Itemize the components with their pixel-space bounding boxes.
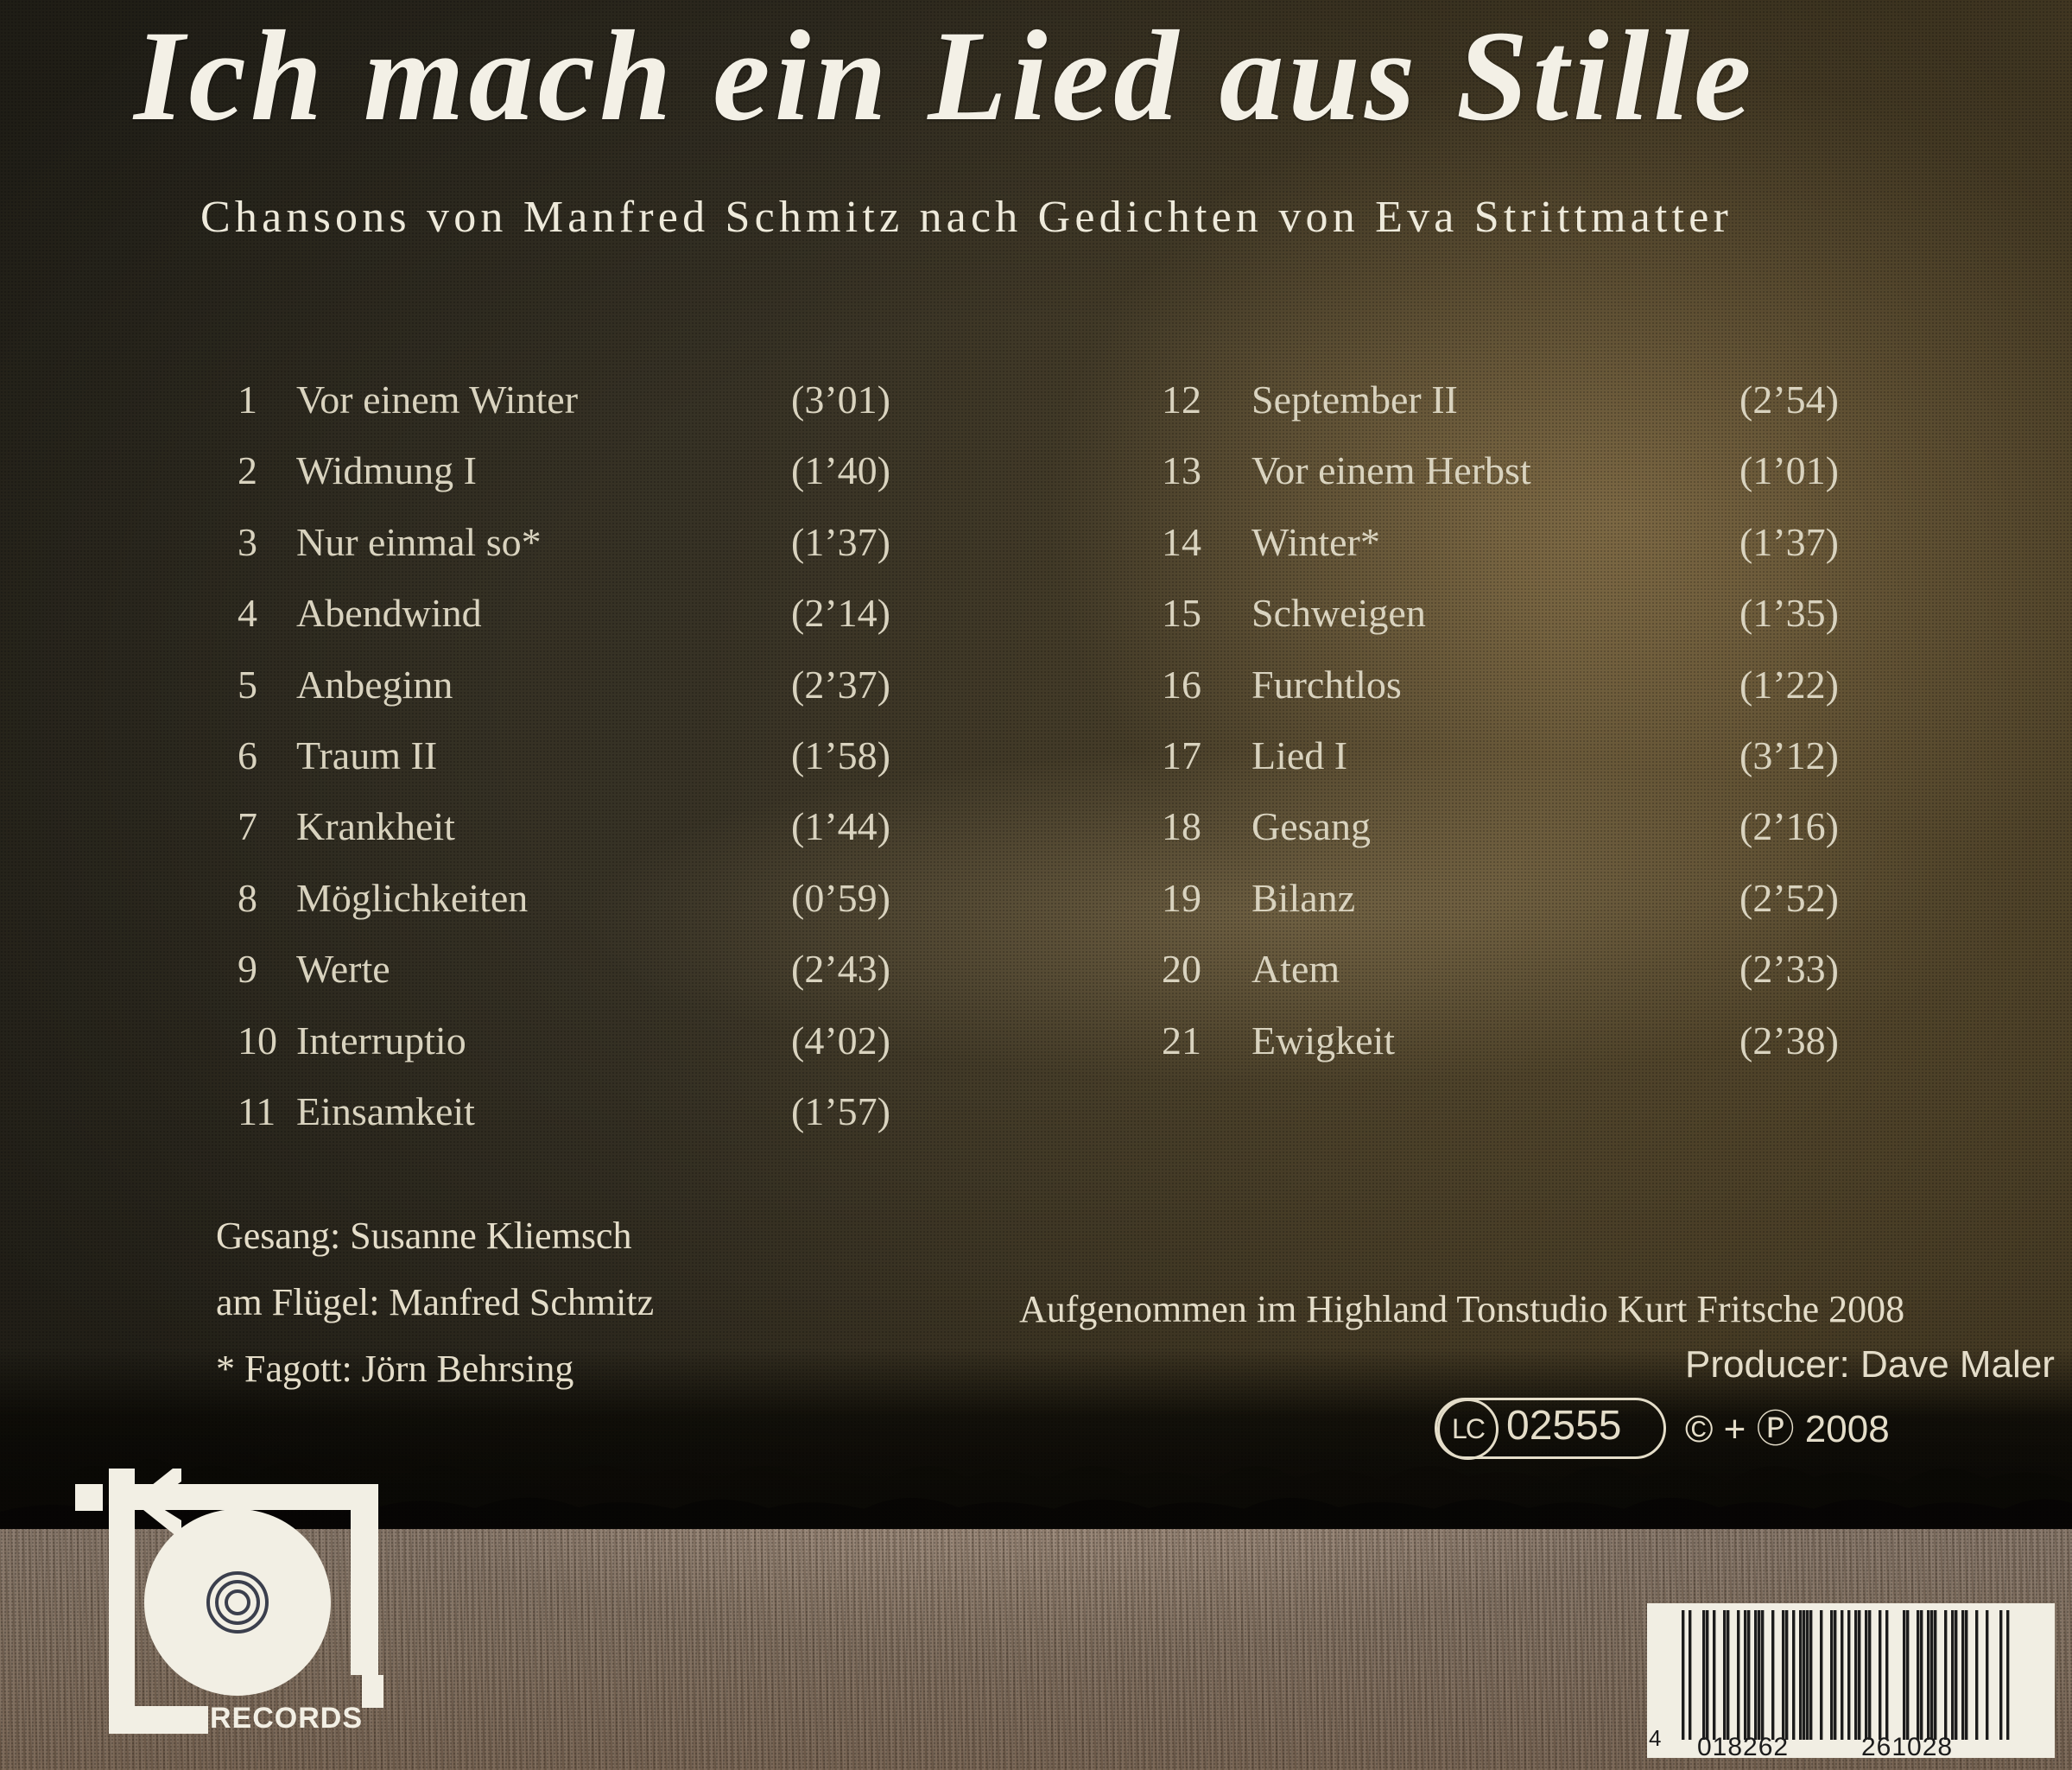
svg-text:4: 4 <box>1649 1725 1661 1751</box>
svg-text:018262: 018262 <box>1697 1733 1789 1758</box>
svg-text:261028: 261028 <box>1861 1733 1953 1758</box>
svg-text:RECORDS: RECORDS <box>210 1702 363 1735</box>
